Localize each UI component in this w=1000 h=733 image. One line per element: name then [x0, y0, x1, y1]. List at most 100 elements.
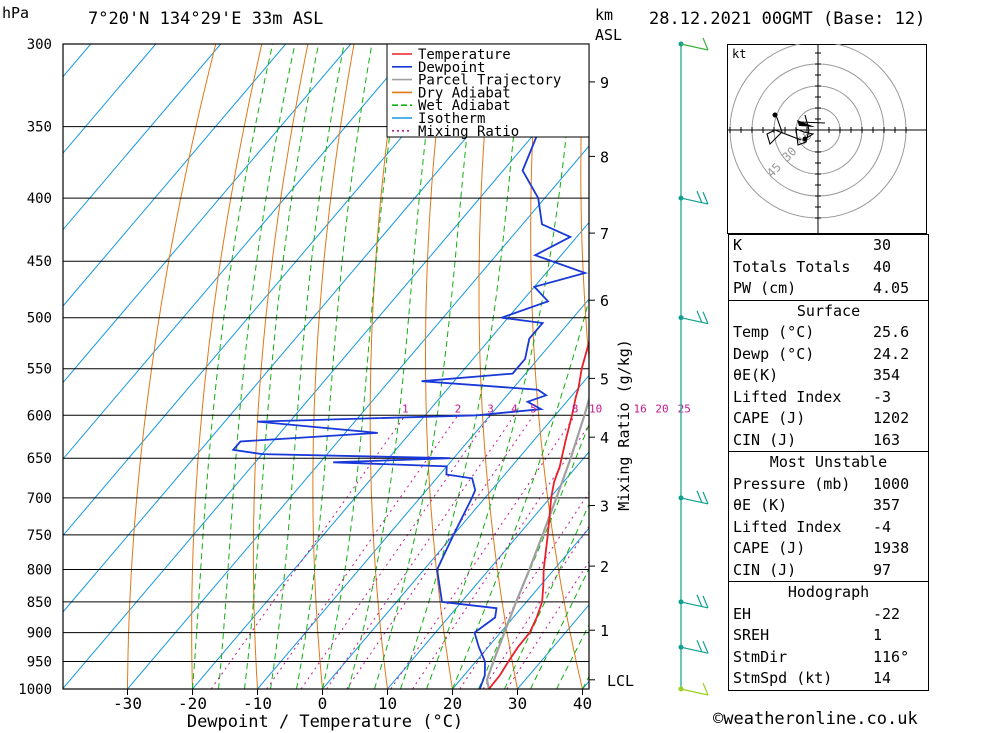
pressure-tick-label: 600 [27, 408, 52, 424]
index-label: θE (K) [733, 496, 788, 514]
isotherm-line [63, 44, 547, 613]
pressure-tick-label: 850 [27, 595, 52, 611]
isotherm-line [387, 451, 589, 689]
index-value: 1000 [873, 474, 910, 493]
mixing-ratio-label: 20 [655, 402, 668, 415]
mixing-ratio-line [482, 525, 589, 689]
pressure-tick-label: 300 [27, 37, 52, 53]
pressure-tick-label: 450 [27, 254, 52, 270]
dry-adiabat-line [530, 44, 583, 689]
mixing-ratio-label: 8 [572, 402, 579, 415]
x-tick-label: 10 [378, 694, 397, 713]
wet-adiabat-line [478, 423, 589, 689]
wet-adiabat-line [244, 44, 320, 689]
index-label: EH [733, 604, 752, 623]
mu-row-lifted-index: Lifted Index -4 [729, 517, 928, 539]
index-label: CIN (J) [733, 430, 797, 449]
hodo-row-stmdir: StmDir 116° [729, 647, 928, 669]
pressure-tick-label: 400 [27, 191, 52, 207]
wet-adiabat-line [452, 298, 589, 689]
pressure-tick-label: 650 [27, 451, 52, 467]
index-value: -3 [873, 387, 892, 406]
legend-entry: Dewpoint [418, 60, 485, 76]
wet-adiabat-line [192, 44, 274, 689]
wind-barb [680, 490, 709, 505]
index-label: CIN (J) [733, 560, 797, 579]
wind-barb [680, 190, 709, 205]
surface-section: Surface Temp (°C) 25.6 Dewp (°C) 24.2 θE(K… [729, 299, 928, 452]
index-value: -4 [873, 517, 892, 536]
wind-barb [680, 37, 709, 51]
mu-row-cin: CIN (J) 97 [729, 560, 928, 582]
pressure-tick-label: 700 [27, 491, 52, 507]
hodo-row-eh: EH -22 [729, 604, 928, 626]
index-value: 1938 [873, 539, 910, 557]
legend-entry: Wet Adiabat [418, 98, 511, 114]
wet-adiabat-line [426, 44, 577, 689]
km-unit-label: km [595, 6, 614, 24]
surface-row-cape: CAPE (J) 1202 [729, 408, 928, 430]
mixing-ratio-axis-label: Mixing Ratio (g/kg) [615, 339, 633, 511]
temperature-line [488, 338, 589, 689]
hodograph-trace-low [766, 114, 802, 146]
surface-row-temp: Temp (°C) 25.6 [729, 322, 928, 344]
km-tick-label: 5 [600, 370, 609, 388]
wet-adiabat-line [530, 567, 589, 689]
copyright-icon: © [713, 709, 724, 729]
index-value: 116° [873, 647, 910, 666]
mu-row-cape: CAPE (J) 1938 [729, 538, 928, 560]
x-tick-label: 30 [508, 694, 527, 713]
mixing-ratio-label: 4 [511, 402, 518, 415]
index-label: CAPE (J) [733, 539, 806, 557]
surface-row-theta-e: θE(K) 354 [729, 365, 928, 387]
index-row-totals-totals: Totals Totals 40 [729, 257, 928, 279]
hodograph-frame [727, 44, 927, 234]
index-label: SREH [733, 626, 770, 644]
surface-title: Surface [796, 301, 861, 320]
wind-barb [680, 310, 709, 325]
pressure-tick-label: 900 [27, 626, 52, 642]
km-tick-label: 4 [600, 429, 609, 447]
pressure-tick-label: 1000 [18, 682, 52, 698]
km-tick-label: LCL [607, 672, 634, 690]
isotherm-line [63, 44, 482, 537]
isotherm-line [63, 44, 287, 307]
pressure-tick-label: 550 [27, 362, 52, 378]
dry-adiabat-line [629, 44, 712, 689]
indices-table: K 30 Totals Totals 40 PW (cm) 4.05 Surface … [728, 234, 929, 691]
legend-entry: Parcel Trajectory [418, 73, 561, 89]
hodograph-trace [795, 114, 815, 146]
wind-barb [680, 594, 709, 609]
mixing-ratio-line [506, 560, 589, 689]
surface-row-dewp: Dewp (°C) 24.2 [729, 344, 928, 366]
hodograph-section: Hodograph EH -22 SREH 1 StmDir 116° StmSpd … [729, 581, 928, 690]
dry-adiabat-line [425, 44, 453, 689]
dewpoint-line [231, 44, 589, 689]
index-value: 24.2 [873, 344, 910, 363]
pressure-tick-label: 800 [27, 563, 52, 579]
parcel-trajectory-line [485, 395, 589, 689]
index-label: Temp (°C) [733, 323, 815, 341]
dry-adiabat-line [953, 44, 1000, 689]
legend-entry: Isotherm [418, 111, 485, 127]
surface-row-cin: CIN (J) 163 [729, 430, 928, 452]
datetime-title: 28.12.2021 00GMT (Base: 12) [649, 9, 926, 29]
surface-row-lifted-index: Lifted Index -3 [729, 387, 928, 409]
km-tick-label: 8 [600, 148, 609, 166]
index-value: 163 [873, 430, 901, 449]
storm-motion-shaft [799, 121, 826, 124]
x-tick-label: -10 [243, 694, 272, 713]
wind-barb [680, 639, 709, 654]
legend-entry: Temperature [418, 47, 511, 63]
index-value: 14 [873, 669, 892, 687]
wet-adiabat-line [218, 44, 296, 689]
index-label: PW (cm) [733, 279, 797, 297]
legend-entry: Mixing Ratio [418, 124, 519, 140]
index-value: 30 [873, 236, 892, 254]
mixing-ratio-label: 10 [589, 402, 602, 415]
index-label: StmDir [733, 647, 788, 666]
index-row-pw: PW (cm) 4.05 [729, 278, 928, 300]
index-label: Lifted Index [733, 517, 842, 536]
site-name: weatheronline.co.uk [723, 709, 918, 729]
most-unstable-title: Most Unstable [769, 453, 888, 471]
